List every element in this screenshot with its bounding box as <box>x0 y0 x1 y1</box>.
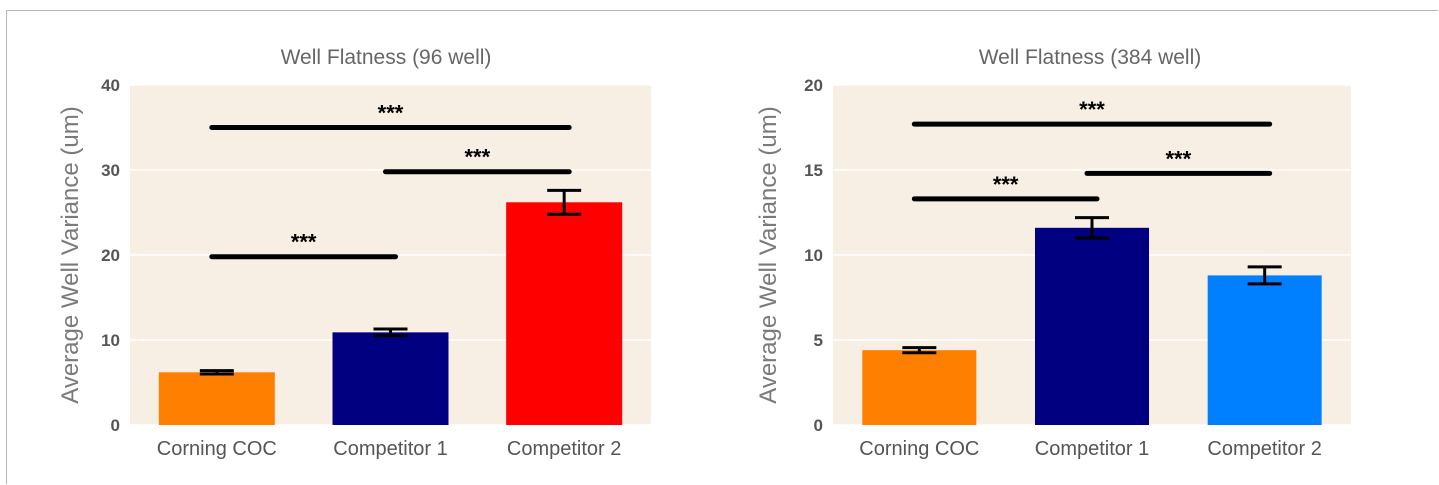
significance-label: *** <box>378 101 404 126</box>
significance-label: *** <box>993 172 1019 197</box>
y-tick-label: 30 <box>101 161 120 180</box>
chart-title: Well Flatness (384 well) <box>979 46 1202 69</box>
significance-label: *** <box>464 145 490 170</box>
significance-label: *** <box>291 230 317 255</box>
bar <box>1035 227 1149 425</box>
x-tick-label: Competitor 2 <box>1207 438 1322 460</box>
figure-frame <box>6 10 1438 484</box>
bar <box>506 202 623 425</box>
x-tick-label: Corning COC <box>859 438 979 460</box>
bar <box>332 332 449 425</box>
y-axis-label: Average Well Variance (um) <box>57 106 84 403</box>
x-tick-label: Corning COC <box>157 438 277 460</box>
significance-label: *** <box>1165 146 1191 171</box>
y-tick-label: 20 <box>101 246 120 265</box>
bar <box>1207 275 1322 425</box>
bar <box>862 350 977 425</box>
y-tick-label: 20 <box>804 76 823 95</box>
x-tick-label: Competitor 1 <box>1035 438 1150 460</box>
y-tick-label: 5 <box>814 331 823 350</box>
x-tick-label: Competitor 2 <box>507 438 622 460</box>
y-tick-label: 10 <box>101 331 120 350</box>
y-tick-label: 0 <box>814 416 823 435</box>
y-tick-label: 10 <box>804 246 823 265</box>
y-tick-label: 15 <box>804 161 823 180</box>
y-tick-label: 40 <box>101 76 120 95</box>
bar <box>158 372 275 425</box>
significance-label: *** <box>1079 97 1105 122</box>
x-tick-label: Competitor 1 <box>333 438 448 460</box>
y-tick-label: 0 <box>111 416 120 435</box>
chart-title: Well Flatness (96 well) <box>281 46 492 69</box>
y-axis-label: Average Well Variance (um) <box>755 106 782 403</box>
